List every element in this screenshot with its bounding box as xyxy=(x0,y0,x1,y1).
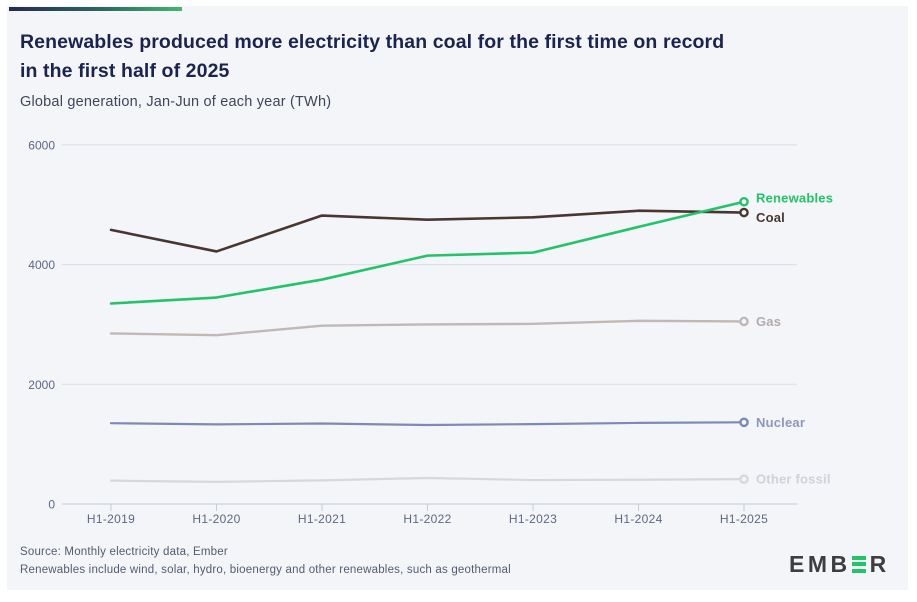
series-end-marker-coal xyxy=(739,207,749,218)
y-tick-label-0: 0 xyxy=(48,498,55,512)
series-line-gas xyxy=(109,319,746,337)
series-line-coal xyxy=(109,209,746,253)
series-end-marker-renewables xyxy=(739,196,749,207)
series-label-other-fossil: Other fossil xyxy=(756,472,831,487)
series-line-nuclear xyxy=(109,421,746,427)
series-end-marker-other-fossil xyxy=(739,474,749,484)
series-end-marker-nuclear xyxy=(739,417,749,428)
chart-card xyxy=(7,6,908,590)
ember-logo-text-post: R xyxy=(869,551,890,577)
series-end-marker-gas xyxy=(739,316,749,327)
series-label-nuclear: Nuclear xyxy=(756,415,805,430)
series-label-renewables: Renewables xyxy=(756,190,833,205)
footnote: Renewables include wind, solar, hydro, b… xyxy=(20,564,511,576)
x-tick-label-h1-2019: H1-2019 xyxy=(87,512,135,526)
x-tick-label-h1-2025: H1-2025 xyxy=(720,512,768,526)
chart-subtitle: Global generation, Jan-Jun of each year … xyxy=(20,94,332,110)
y-tick-label-4000: 4000 xyxy=(28,258,55,272)
series-label-coal: Coal xyxy=(756,210,785,225)
chart-title-line2: in the first half of 2025 xyxy=(20,60,230,82)
source-note: Source: Monthly electricity data, Ember xyxy=(20,546,228,558)
y-tick-label-2000: 2000 xyxy=(28,378,55,392)
x-tick-label-h1-2023: H1-2023 xyxy=(509,512,557,526)
chart-title-line1: Renewables produced more electricity tha… xyxy=(20,31,725,53)
x-tick-label-h1-2022: H1-2022 xyxy=(403,512,451,526)
x-tick-label-h1-2024: H1-2024 xyxy=(614,512,662,526)
series-label-gas: Gas xyxy=(756,314,781,329)
chart-title: Renewables produced more electricity tha… xyxy=(20,28,724,86)
y-tick-label-6000: 6000 xyxy=(28,138,55,152)
brand-accent-bar xyxy=(9,7,182,11)
x-tick-label-h1-2021: H1-2021 xyxy=(298,512,346,526)
ember-logo: EMB R xyxy=(789,551,890,577)
x-tick-label-h1-2020: H1-2020 xyxy=(192,512,240,526)
ember-logo-green-e-icon xyxy=(851,551,866,577)
series-line-renewables xyxy=(109,200,746,305)
ember-logo-text-pre: EMB xyxy=(789,551,851,577)
series-line-other-fossil xyxy=(109,476,746,483)
